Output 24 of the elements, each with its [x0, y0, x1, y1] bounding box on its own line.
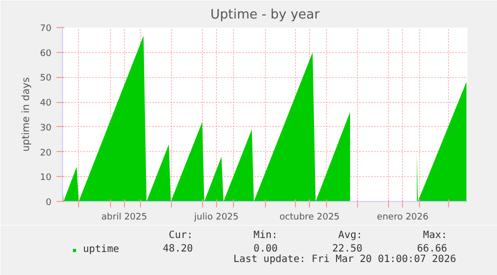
y-tick-label: 60 — [40, 48, 52, 59]
text: 48.20 — [162, 244, 193, 254]
y-tick-label: 10 — [40, 173, 52, 184]
x-tick-label: octubre 2025 — [279, 212, 340, 222]
x-tick-label: abril 2025 — [101, 212, 148, 222]
y-tick-label: 40 — [40, 98, 52, 109]
legend-label: uptime — [83, 244, 120, 255]
y-tick-label: 50 — [40, 74, 52, 84]
text: Min: — [254, 230, 278, 241]
chart-title: Uptime - by year — [210, 8, 320, 22]
y-tick-label: 70 — [40, 24, 52, 34]
y-axis-title: uptime in days — [21, 77, 32, 152]
text: 0.00 — [254, 244, 278, 254]
text: Cur: — [168, 230, 193, 241]
text: Max: — [423, 230, 448, 241]
y-tick-label: 20 — [40, 148, 52, 158]
x-tick-label: julio 2025 — [193, 212, 239, 222]
text: 66.66 — [417, 244, 448, 254]
y-tick-label: 30 — [40, 123, 52, 134]
text: 22.50 — [332, 244, 362, 254]
text: Avg: — [338, 230, 362, 241]
text: Last update: Fri Mar 20 01:00:07 2026 — [233, 254, 456, 265]
x-tick-label: enero 2026 — [376, 212, 429, 222]
y-tick-label: 0 — [46, 198, 52, 208]
